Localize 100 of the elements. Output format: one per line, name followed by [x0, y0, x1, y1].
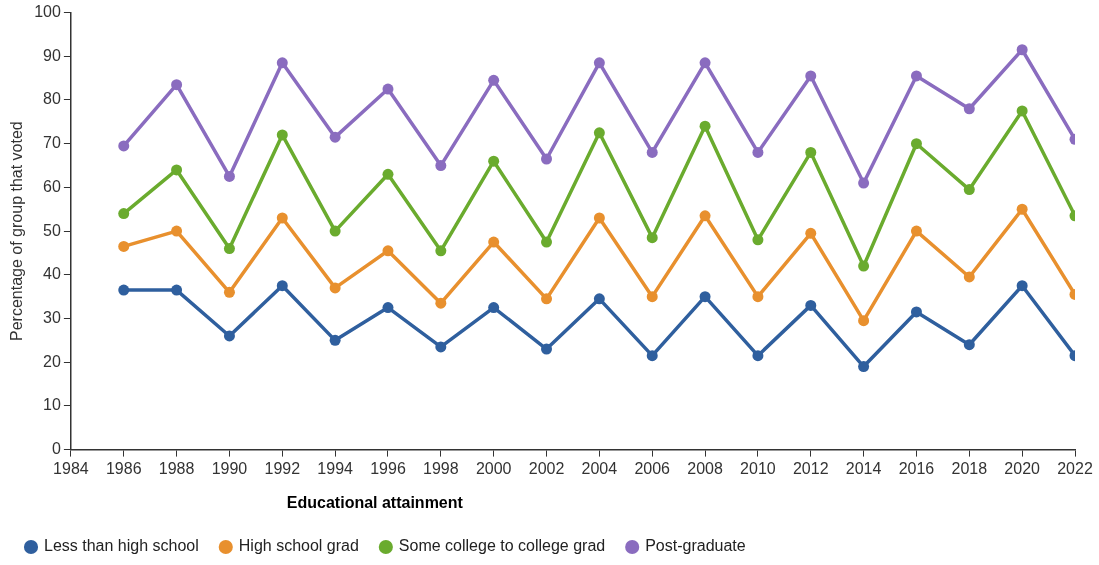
x-tick-label: 1990	[211, 459, 248, 477]
y-tick-label: 100	[34, 3, 61, 21]
point	[435, 297, 447, 309]
point	[646, 146, 658, 158]
x-tick-label: 2004	[581, 459, 618, 477]
point	[223, 170, 235, 182]
point	[171, 284, 183, 296]
point	[488, 155, 500, 167]
x-tick-label: 2008	[687, 459, 723, 477]
y-tick-label: 20	[43, 352, 61, 370]
point	[858, 260, 870, 272]
point	[963, 103, 975, 115]
x-tick-label: 2002	[528, 459, 565, 477]
point	[329, 225, 341, 237]
point	[805, 146, 817, 158]
point	[910, 70, 922, 82]
x-tick-label: 1984	[53, 459, 89, 477]
x-tick-label: 1996	[370, 459, 406, 477]
legend-label: Less than high school	[44, 537, 199, 555]
point	[435, 245, 447, 257]
point	[593, 57, 605, 69]
point	[171, 225, 183, 237]
point	[329, 282, 341, 294]
point	[541, 343, 553, 355]
point	[699, 120, 711, 132]
y-tick-label: 80	[43, 90, 61, 108]
point	[646, 232, 658, 244]
point	[1016, 44, 1028, 56]
x-tick-label: 1992	[264, 459, 301, 477]
point	[752, 291, 764, 303]
point	[1016, 280, 1028, 292]
point	[276, 280, 288, 292]
legend-label: High school grad	[238, 537, 359, 555]
x-tick-label: 2000	[475, 459, 512, 477]
point	[805, 227, 817, 239]
point	[488, 302, 500, 314]
y-tick-label: 90	[43, 46, 61, 64]
legend-label: Some college to college grad	[398, 537, 606, 555]
x-tick-label: 1994	[317, 459, 354, 477]
point	[910, 225, 922, 237]
point	[805, 299, 817, 311]
y-tick-label: 70	[43, 134, 61, 152]
point	[646, 291, 658, 303]
point	[171, 79, 183, 91]
y-tick-label: 50	[43, 221, 61, 239]
point	[752, 234, 764, 246]
y-tick-label: 40	[43, 265, 61, 283]
point	[118, 240, 130, 252]
x-tick-label: 2018	[951, 459, 988, 477]
point	[118, 208, 130, 220]
point	[329, 131, 341, 143]
legend-title: Educational attainment	[286, 494, 464, 512]
point	[1016, 203, 1028, 215]
point	[910, 306, 922, 318]
y-tick-label: 30	[43, 308, 61, 326]
point	[382, 245, 394, 257]
point	[910, 138, 922, 150]
point	[963, 184, 975, 196]
point	[646, 350, 658, 362]
y-tick-label: 10	[43, 396, 61, 414]
x-tick-label: 2022	[1057, 459, 1093, 477]
legend-label: Post-graduate	[645, 537, 746, 555]
y-tick-label: 0	[51, 440, 61, 458]
point	[276, 212, 288, 224]
point	[118, 140, 130, 152]
point	[593, 127, 605, 139]
point	[699, 57, 711, 69]
point	[435, 341, 447, 353]
point	[276, 57, 288, 69]
x-tick-label: 1988	[158, 459, 195, 477]
x-tick-label: 2012	[792, 459, 829, 477]
point	[752, 146, 764, 158]
point	[488, 74, 500, 86]
x-tick-label: 2006	[634, 459, 671, 477]
x-tick-label: 2010	[740, 459, 776, 477]
x-tick-label: 2016	[898, 459, 935, 477]
point	[541, 293, 553, 305]
x-tick-label: 1986	[105, 459, 142, 477]
point	[118, 284, 130, 296]
point	[963, 271, 975, 283]
point	[593, 212, 605, 224]
point	[699, 291, 711, 303]
point	[1016, 105, 1028, 117]
point	[171, 164, 183, 176]
point	[963, 339, 975, 351]
point	[752, 350, 764, 362]
point	[382, 168, 394, 180]
x-tick-label: 2014	[845, 459, 882, 477]
point	[223, 243, 235, 255]
point	[699, 210, 711, 222]
y-axis-title: Percentage of group that voted	[8, 121, 26, 341]
x-tick-label: 2020	[1004, 459, 1041, 477]
x-tick-label: 1998	[423, 459, 459, 477]
point	[329, 334, 341, 346]
point	[382, 302, 394, 314]
point	[488, 236, 500, 248]
point	[541, 153, 553, 165]
y-tick-label: 60	[43, 177, 61, 195]
point	[541, 236, 553, 248]
point	[858, 361, 870, 373]
